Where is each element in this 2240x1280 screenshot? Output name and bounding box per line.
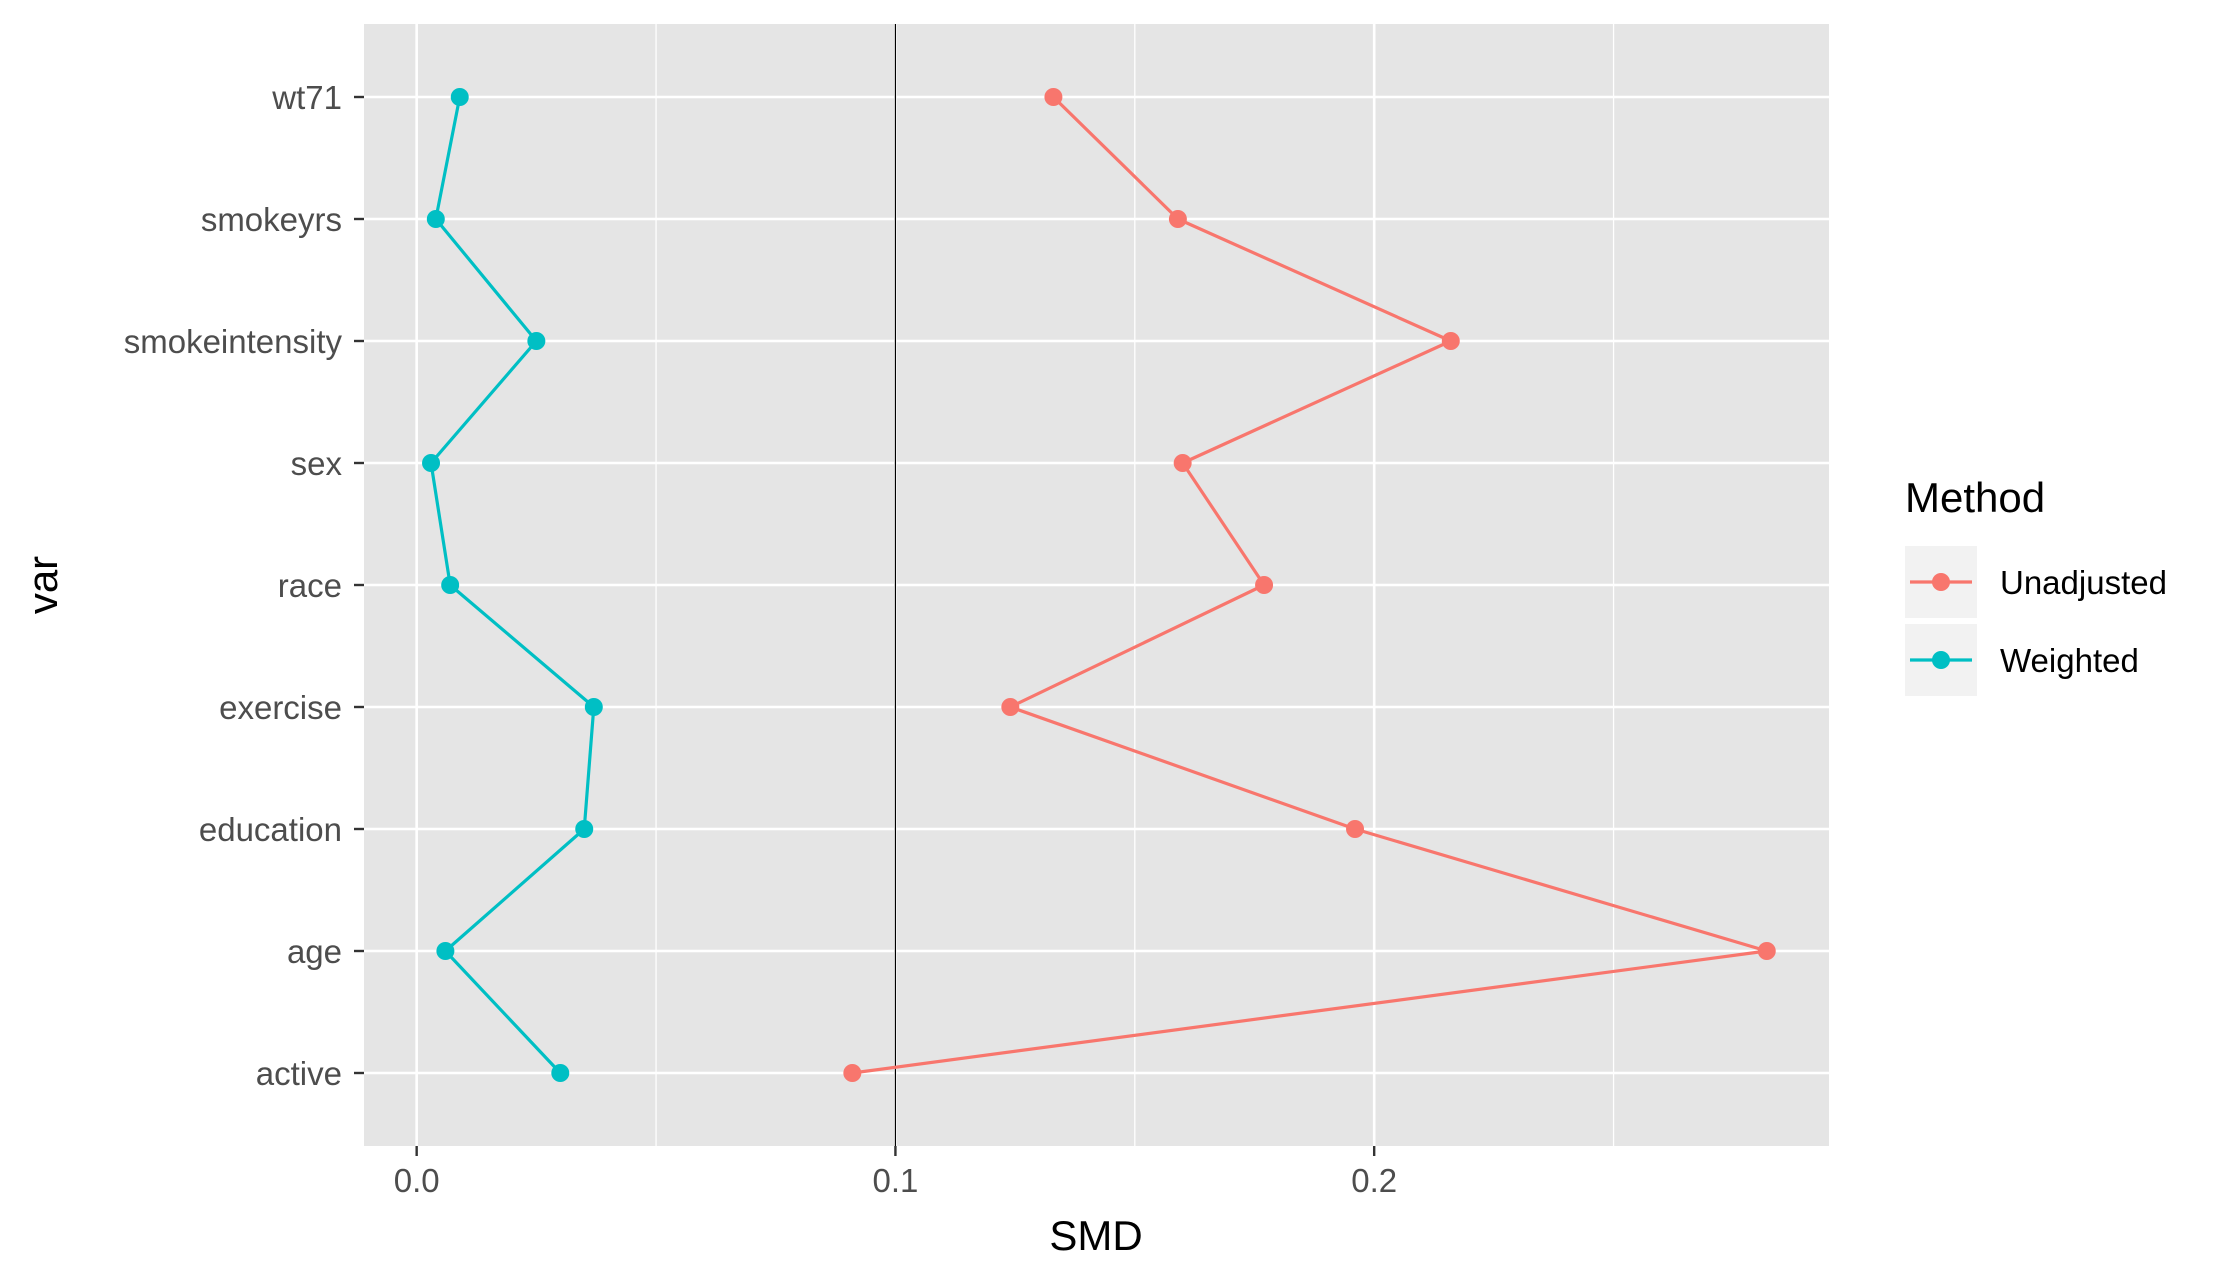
data-point-weighted-wt71 <box>450 88 469 106</box>
data-point-weighted-smokeintensity <box>527 332 546 350</box>
legend-label-unadjusted: Unadjusted <box>2000 564 2167 601</box>
y-tick-label-age: age <box>287 933 342 970</box>
y-tick-label-wt71: wt71 <box>271 79 342 116</box>
y-axis-title: var <box>19 556 66 614</box>
data-point-unadjusted-smokeintensity <box>1441 332 1460 350</box>
y-axis: active age education exercise race sex smokein… <box>124 79 364 1092</box>
data-point-weighted-smokeyrs <box>426 210 445 228</box>
legend-point-weighted <box>1932 651 1950 669</box>
x-axis: 0.0 0.1 0.2 <box>394 1146 1397 1199</box>
x-tick-label: 0.0 <box>394 1162 440 1199</box>
x-tick-label: 0.2 <box>1351 1162 1397 1199</box>
legend-point-unadjusted <box>1932 573 1950 591</box>
data-point-unadjusted-race <box>1255 576 1274 594</box>
data-point-unadjusted-active <box>843 1064 862 1082</box>
data-point-weighted-sex <box>422 454 441 472</box>
data-point-unadjusted-wt71 <box>1044 88 1063 106</box>
data-point-weighted-age <box>436 942 455 960</box>
x-tick-label: 0.1 <box>872 1162 918 1199</box>
legend-title: Method <box>1905 474 2045 521</box>
y-tick-label-exercise: exercise <box>219 689 342 726</box>
data-point-weighted-active <box>551 1064 570 1082</box>
data-point-weighted-education <box>575 820 594 838</box>
y-tick-label-sex: sex <box>291 445 343 482</box>
y-tick-label-race: race <box>278 567 342 604</box>
data-point-weighted-race <box>441 576 460 594</box>
y-tick-label-education: education <box>199 811 342 848</box>
major-gridlines <box>364 24 1829 1146</box>
data-point-unadjusted-sex <box>1173 454 1192 472</box>
data-point-unadjusted-smokeyrs <box>1168 210 1187 228</box>
y-tick-label-smokeintensity: smokeintensity <box>124 323 343 360</box>
legend-label-weighted: Weighted <box>2000 642 2139 679</box>
data-point-unadjusted-age <box>1757 942 1776 960</box>
data-point-weighted-exercise <box>584 698 603 716</box>
series-layer <box>422 88 1776 1082</box>
y-tick-label-smokeyrs: smokeyrs <box>201 201 342 238</box>
data-point-unadjusted-exercise <box>1001 698 1020 716</box>
x-axis-title: SMD <box>1049 1212 1142 1259</box>
data-point-unadjusted-education <box>1346 820 1365 838</box>
y-tick-label-active: active <box>256 1055 342 1092</box>
legend: Method Unadjusted Weighted <box>1905 474 2167 696</box>
